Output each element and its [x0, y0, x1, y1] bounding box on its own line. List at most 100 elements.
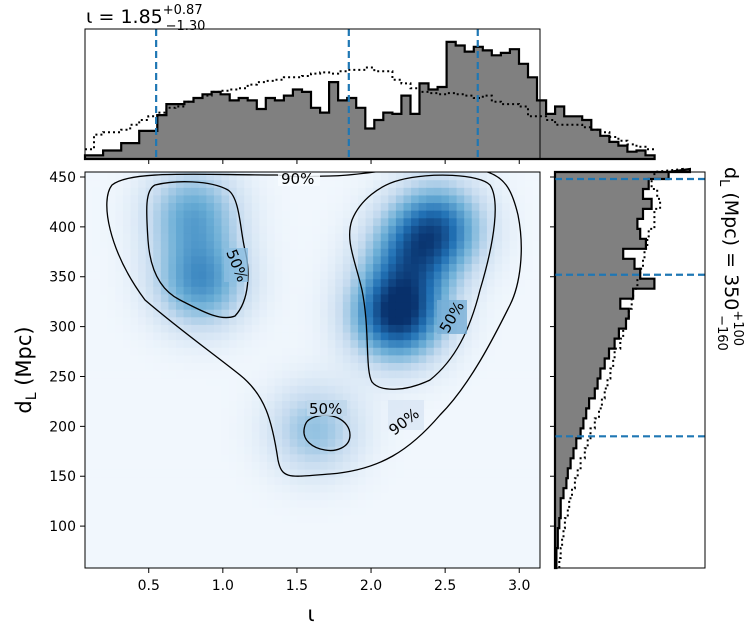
heatmap-cell	[494, 217, 503, 226]
heatmap-cell	[517, 514, 526, 523]
heatmap-cell	[145, 331, 154, 341]
heatmap-cell	[433, 194, 443, 204]
heatmap-cell	[145, 423, 154, 432]
heatmap-cell	[426, 529, 435, 539]
heatmap-cell	[153, 552, 162, 561]
heatmap-cell	[532, 309, 540, 318]
heatmap-cell	[449, 461, 458, 470]
heatmap-cell	[115, 339, 124, 348]
heatmap-cell	[502, 408, 511, 417]
heatmap-cell	[236, 453, 245, 462]
heatmap-cell	[198, 248, 207, 257]
contour-50-small	[303, 414, 351, 452]
heatmap-cell	[327, 377, 336, 386]
heatmap-cell	[433, 408, 443, 417]
y-tick-label: 150	[49, 469, 76, 485]
heatmap-cell	[168, 484, 177, 493]
heatmap-cell	[433, 522, 443, 531]
heatmap-cell	[160, 469, 170, 478]
top-marginal-frame	[84, 28, 541, 160]
heatmap-cell	[122, 507, 132, 516]
heatmap-cell	[327, 331, 336, 341]
heatmap-cell	[471, 370, 480, 379]
heatmap-cell	[153, 499, 162, 508]
heatmap-cell	[138, 232, 147, 242]
heatmap-cell	[517, 309, 526, 318]
heatmap-cell	[388, 499, 397, 508]
heatmap-cell	[92, 529, 101, 539]
heatmap-cell	[320, 522, 329, 531]
heatmap-cell	[244, 347, 253, 356]
heatmap-cell	[100, 301, 109, 310]
heatmap-cell	[327, 286, 336, 295]
heatmap-cell	[395, 377, 405, 386]
heatmap-cell	[183, 210, 192, 219]
heatmap-cell	[380, 240, 389, 249]
heatmap-cell	[494, 293, 503, 303]
heatmap-cell	[183, 309, 192, 318]
heatmap-cell	[365, 461, 374, 470]
heatmap-cell	[411, 522, 420, 531]
heatmap-cell	[168, 461, 177, 470]
heatmap-cell	[130, 438, 139, 447]
heatmap-cell	[229, 172, 238, 181]
heatmap-cell	[251, 453, 261, 462]
heatmap-cell	[486, 491, 496, 501]
y-tick-label: 100	[49, 519, 76, 535]
heatmap-cell	[130, 210, 139, 219]
heatmap-cell	[403, 491, 412, 501]
heatmap-cell	[532, 385, 540, 394]
heatmap-cell	[350, 202, 359, 211]
heatmap-cell	[176, 430, 185, 440]
heatmap-cell	[426, 339, 435, 348]
heatmap-cell	[153, 545, 162, 554]
heatmap-cell	[509, 202, 518, 211]
heatmap-cell	[221, 293, 230, 303]
heatmap-cell	[395, 560, 405, 568]
heatmap-cell	[160, 529, 170, 539]
heatmap-cell	[388, 179, 397, 188]
heatmap-cell	[433, 392, 443, 402]
heatmap-cell	[115, 194, 124, 204]
heatmap-cell	[312, 210, 321, 219]
heatmap-cell	[524, 415, 534, 424]
heatmap-cell	[100, 438, 109, 447]
heatmap-cell	[418, 309, 427, 318]
heatmap-cell	[229, 286, 238, 295]
heatmap-cell	[206, 453, 215, 462]
heatmap-cell	[320, 499, 329, 508]
heatmap-cell	[449, 210, 458, 219]
heatmap-cell	[403, 232, 412, 242]
heatmap-cell	[198, 347, 207, 356]
heatmap-cell	[274, 240, 283, 249]
heatmap-cell	[365, 423, 374, 432]
heatmap-cell	[107, 552, 116, 561]
heatmap-cell	[456, 232, 465, 242]
heatmap-cell	[221, 484, 230, 493]
heatmap-cell	[100, 514, 109, 523]
heatmap-cell	[411, 430, 420, 440]
heatmap-cell	[138, 446, 147, 455]
heatmap-cell	[426, 248, 435, 257]
heatmap-cell	[213, 194, 223, 204]
heatmap-cell	[411, 232, 420, 242]
heatmap-cell	[517, 415, 526, 424]
heatmap-cell	[145, 392, 154, 402]
heatmap-cell	[251, 415, 261, 424]
heatmap-cell	[471, 438, 480, 447]
heatmap-cell	[320, 377, 329, 386]
heatmap-cell	[153, 430, 162, 440]
heatmap-cell	[494, 491, 503, 501]
heatmap-cell	[244, 187, 253, 196]
x-tick-label: 3.0	[508, 578, 530, 594]
heatmap-cell	[92, 430, 101, 440]
heatmap-cell	[335, 484, 344, 493]
heatmap-cell	[115, 469, 124, 478]
heatmap-cell	[335, 210, 344, 219]
heatmap-cell	[213, 423, 223, 432]
heatmap-cell	[274, 453, 283, 462]
heatmap-cell	[350, 537, 359, 546]
heatmap-cell	[289, 522, 298, 531]
heatmap-cell	[365, 385, 374, 394]
top-histogram-solid	[83, 40, 656, 161]
